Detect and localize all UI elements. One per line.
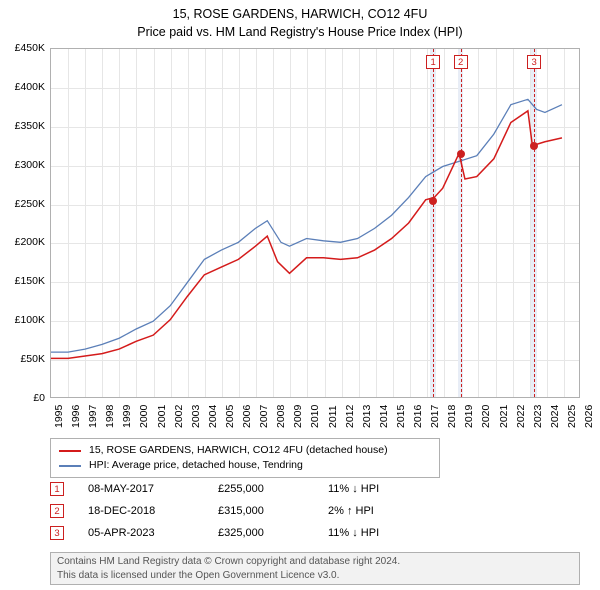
- x-axis-tick: 1996: [70, 405, 82, 428]
- title-line-1: 15, ROSE GARDENS, HARWICH, CO12 4FU: [0, 6, 600, 24]
- x-axis-tick: 2026: [583, 405, 595, 428]
- x-axis-tick: 2013: [361, 405, 373, 428]
- y-axis-tick: £250K: [15, 198, 45, 210]
- x-axis-tick: 1998: [104, 405, 116, 428]
- x-axis-tick: 2018: [446, 405, 458, 428]
- sale-marker-3: 3: [527, 55, 541, 69]
- sale-price: £315,000: [218, 505, 328, 517]
- x-axis-tick: 2014: [378, 405, 390, 428]
- price-chart: 12 3: [50, 48, 580, 398]
- x-axis-tick: 2006: [241, 405, 253, 428]
- x-axis-tick: 2015: [395, 405, 407, 428]
- y-axis-tick: £450K: [15, 42, 45, 54]
- sale-price: £255,000: [218, 483, 328, 495]
- x-axis-tick: 2016: [412, 405, 424, 428]
- sale-row: 1 08-MAY-2017£255,00011% ↓ HPI: [50, 478, 428, 500]
- y-axis-tick: £200K: [15, 236, 45, 248]
- sale-hpi-diff: 11% ↓ HPI: [328, 483, 428, 495]
- legend-label: HPI: Average price, detached house, Tend…: [89, 458, 303, 473]
- sale-row: 3 05-APR-2023£325,00011% ↓ HPI: [50, 522, 428, 544]
- sale-date: 18-DEC-2018: [88, 505, 218, 517]
- x-axis-tick: 2022: [515, 405, 527, 428]
- sale-date: 08-MAY-2017: [88, 483, 218, 495]
- legend-label: 15, ROSE GARDENS, HARWICH, CO12 4FU (det…: [89, 443, 388, 458]
- x-axis-tick: 2005: [224, 405, 236, 428]
- sale-hpi-diff: 11% ↓ HPI: [328, 527, 428, 539]
- legend-swatch: [59, 465, 81, 467]
- series-hpi: [51, 99, 562, 352]
- x-axis-tick: 1997: [87, 405, 99, 428]
- legend-row: 15, ROSE GARDENS, HARWICH, CO12 4FU (det…: [59, 443, 431, 458]
- sale-date: 05-APR-2023: [88, 527, 218, 539]
- sale-point-3: [530, 142, 538, 150]
- attribution-footer: Contains HM Land Registry data © Crown c…: [50, 552, 580, 585]
- sale-marker-1: 1: [426, 55, 440, 69]
- x-axis-tick: 2001: [156, 405, 168, 428]
- sale-row-marker: 2: [50, 504, 64, 518]
- x-axis-tick: 2007: [258, 405, 270, 428]
- sale-point-1: [429, 197, 437, 205]
- sale-price: £325,000: [218, 527, 328, 539]
- x-axis-tick: 2008: [275, 405, 287, 428]
- x-axis-tick: 2002: [173, 405, 185, 428]
- y-axis-tick: £50K: [20, 353, 45, 365]
- x-axis-tick: 2023: [532, 405, 544, 428]
- sale-marker-2: 2: [454, 55, 468, 69]
- y-axis-tick: £0: [33, 392, 45, 404]
- x-axis-tick: 2003: [190, 405, 202, 428]
- legend-row: HPI: Average price, detached house, Tend…: [59, 458, 431, 473]
- sales-table: 108-MAY-2017£255,00011% ↓ HPI218-DEC-201…: [50, 478, 428, 544]
- sale-hpi-diff: 2% ↑ HPI: [328, 505, 428, 517]
- x-axis-tick: 2021: [498, 405, 510, 428]
- x-axis-tick: 2017: [429, 405, 441, 428]
- title-line-2: Price paid vs. HM Land Registry's House …: [0, 24, 600, 42]
- y-axis-tick: £300K: [15, 159, 45, 171]
- sale-point-2: [457, 150, 465, 158]
- x-axis-tick: 2020: [480, 405, 492, 428]
- sale-row-marker: 3: [50, 526, 64, 540]
- x-axis-tick: 2024: [549, 405, 561, 428]
- y-axis-tick: £350K: [15, 120, 45, 132]
- x-axis-tick: 2011: [327, 405, 339, 428]
- y-axis-tick: £150K: [15, 275, 45, 287]
- y-axis-tick: £400K: [15, 81, 45, 93]
- sale-row: 2 18-DEC-2018£315,0002% ↑ HPI: [50, 500, 428, 522]
- x-axis-tick: 2025: [566, 405, 578, 428]
- x-axis-tick: 2012: [344, 405, 356, 428]
- x-axis-tick: 2004: [207, 405, 219, 428]
- series-property: [51, 111, 562, 358]
- chart-legend: 15, ROSE GARDENS, HARWICH, CO12 4FU (det…: [50, 438, 440, 478]
- x-axis-tick: 2010: [309, 405, 321, 428]
- x-axis-tick: 2009: [292, 405, 304, 428]
- sale-row-marker: 1: [50, 482, 64, 496]
- footer-line-2: This data is licensed under the Open Gov…: [57, 569, 573, 583]
- legend-swatch: [59, 450, 81, 452]
- x-axis-tick: 2019: [463, 405, 475, 428]
- x-axis-tick: 1999: [121, 405, 133, 428]
- x-axis-tick: 1995: [53, 405, 65, 428]
- x-axis-tick: 2000: [138, 405, 150, 428]
- footer-line-1: Contains HM Land Registry data © Crown c…: [57, 555, 573, 569]
- y-axis-tick: £100K: [15, 314, 45, 326]
